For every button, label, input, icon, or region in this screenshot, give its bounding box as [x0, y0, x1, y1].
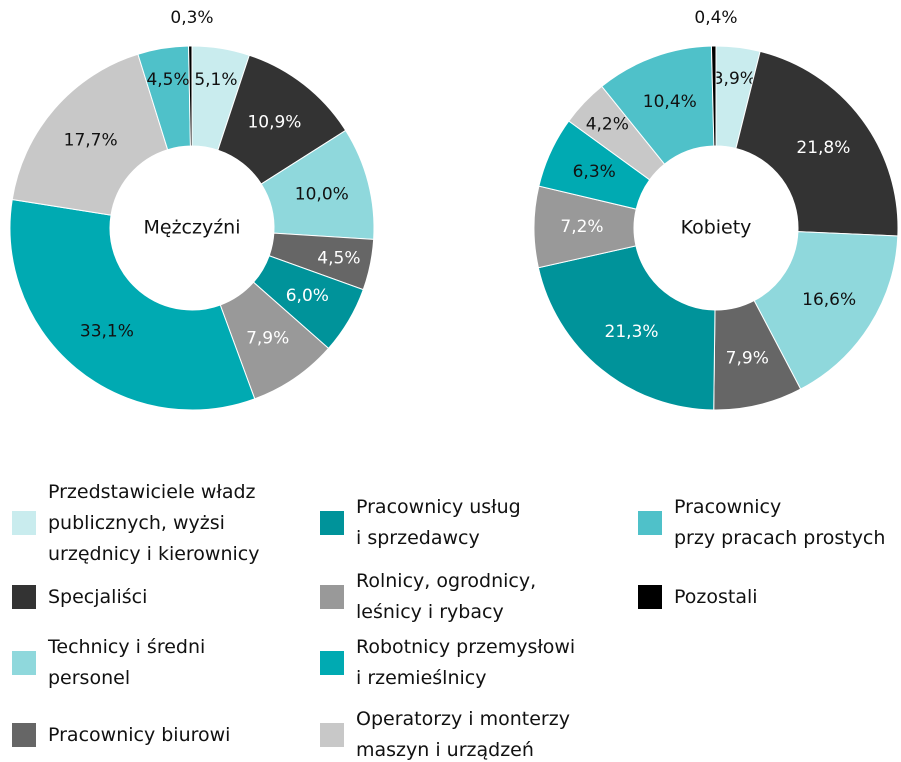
value-label: 10,9%: [247, 112, 301, 132]
legend-swatch: [12, 511, 36, 535]
value-label: 7,9%: [726, 348, 769, 368]
value-label: 4,5%: [317, 248, 360, 268]
value-label: 6,0%: [286, 286, 329, 306]
slice: [735, 50, 899, 237]
legend-swatch: [320, 511, 344, 535]
value-label: 3,9%: [713, 69, 756, 89]
legend-item: Pracownicy usług i sprzedawcy: [320, 473, 521, 573]
legend-label: Robotnicy przemysłowi i rzemieślnicy: [356, 636, 576, 689]
value-label: 4,5%: [146, 70, 189, 90]
value-label: 10,4%: [643, 92, 697, 112]
legend-label: Pracownicy przy pracach prostych: [674, 496, 886, 549]
legend-item: Technicy i średni personel: [12, 613, 205, 713]
legend-item: Robotnicy przemysłowi i rzemieślnicy: [320, 613, 575, 713]
legend-swatch: [320, 585, 344, 609]
legend-swatch: [638, 585, 662, 609]
value-label: 6,3%: [573, 162, 616, 182]
value-label: 33,1%: [80, 322, 134, 342]
legend-label: Pracownicy biurowi: [48, 723, 231, 746]
value-label: 7,9%: [246, 329, 289, 349]
legend-label: Rolnicy, ogrodnicy, leśnicy i rybacy: [356, 570, 537, 623]
legend-item: Operatorzy i monterzy maszyn i urządzeń: [320, 685, 570, 762]
charts: 5,1% 10,9% 10,0% 4,5% 6,0% 7,9% 33,1% 17,7% 4,5%…: [9, 8, 899, 411]
legend-item: Przedstawiciele władz publicznych, wyżsi…: [12, 473, 260, 573]
value-label: 21,8%: [796, 138, 850, 158]
value-label: 7,2%: [560, 217, 603, 237]
legend-label: Specjaliści: [48, 585, 148, 608]
value-label: 21,3%: [605, 322, 659, 342]
legend-label: Pracownicy usług i sprzedawcy: [356, 496, 521, 549]
legend-swatch: [12, 585, 36, 609]
value-label: 5,1%: [194, 70, 237, 90]
legend-label: Przedstawiciele władz publicznych, wyżsi…: [48, 480, 260, 565]
chart-title: Mężczyźni: [143, 217, 240, 239]
legend-swatch: [638, 511, 662, 535]
value-label: 4,2%: [586, 115, 629, 135]
value-label: 0,4%: [694, 8, 737, 28]
slice: [11, 53, 169, 216]
slice: [9, 198, 256, 411]
value-label: 10,0%: [295, 185, 349, 205]
value-label: 0,3%: [170, 8, 213, 28]
legend-swatch: [12, 651, 36, 675]
value-label: 17,7%: [64, 130, 118, 150]
legend-item: Specjaliści: [12, 547, 147, 647]
slice: [753, 231, 899, 390]
legend-label: Technicy i średni personel: [48, 636, 206, 689]
legend-item: Pracownicy przy pracach prostych: [638, 473, 885, 573]
chart-title: Kobiety: [681, 217, 752, 239]
slice: [710, 45, 717, 147]
legend-item: Pracownicy biurowi: [12, 685, 230, 762]
legend-swatch: [320, 723, 344, 747]
slice: [537, 245, 716, 411]
legend-item: Rolnicy, ogrodnicy, leśnicy i rybacy: [320, 547, 536, 647]
legend-label: Pozostali: [674, 585, 758, 608]
legend-swatch: [12, 723, 36, 747]
legend-label: Operatorzy i monterzy maszyn i urządzeń: [356, 708, 570, 761]
slice: [188, 45, 193, 147]
value-label: 16,6%: [802, 290, 856, 310]
legend-swatch: [320, 651, 344, 675]
legend-item: Pozostali: [638, 547, 758, 647]
